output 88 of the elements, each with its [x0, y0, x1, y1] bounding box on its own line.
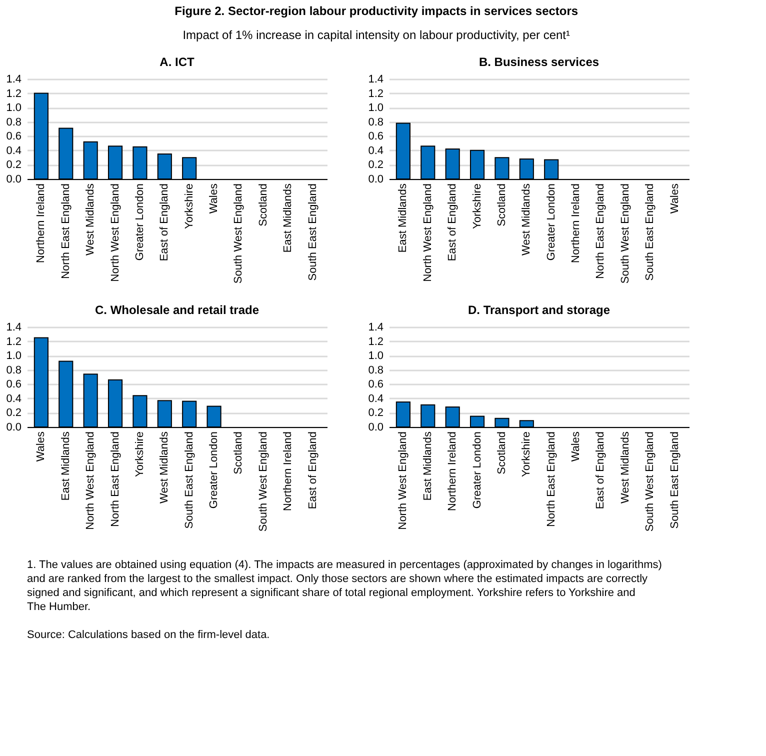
- x-tick-label: Greater London: [471, 432, 484, 509]
- y-tick-label: 0.6: [368, 130, 384, 143]
- y-tick-label: 0.8: [6, 116, 22, 128]
- x-tick-label: Northern Ireland: [446, 432, 459, 511]
- chart-title: D. Transport and storage: [468, 303, 610, 317]
- x-tick-label: Greater London: [134, 184, 146, 261]
- x-tick-label: North East England: [60, 184, 72, 279]
- x-tick-label: South East England: [183, 432, 196, 529]
- x-tick-label: North East England: [594, 184, 607, 279]
- y-tick-label: 1.0: [6, 350, 22, 362]
- x-tick-label: East of England: [306, 432, 319, 510]
- x-tick-label: Wales: [570, 431, 582, 462]
- x-tick-label: Scotland: [257, 184, 270, 226]
- y-tick-label: 0.2: [368, 159, 384, 172]
- x-tick-label: East of England: [446, 184, 459, 262]
- y-tick-label: 1.4: [368, 322, 384, 334]
- x-tick-label: Scotland: [496, 184, 508, 226]
- x-tick-label: Wales: [35, 431, 48, 462]
- x-tick-label: North East England: [109, 432, 122, 527]
- x-tick-label: East Midlands: [282, 183, 294, 253]
- x-tick-label: South West England: [644, 432, 656, 532]
- y-tick-label: 0.4: [6, 392, 22, 405]
- text: Impact of 1% increase in capital intensity on labour productivity, per cent¹: [182, 28, 570, 42]
- x-tick-label: South East England: [644, 184, 656, 281]
- x-tick-label: West Midlands: [520, 183, 533, 256]
- x-tick-label: Wales: [208, 183, 220, 214]
- source-note: Source: Calculations based on the firm-level data.: [27, 629, 270, 641]
- x-tick-label: Yorkshire: [471, 184, 484, 229]
- x-tick-label: West Midlands: [158, 431, 171, 504]
- x-tick-label: Northern Ireland: [35, 184, 48, 263]
- x-tick-label: North West England: [397, 432, 410, 530]
- y-tick-label: 1.4: [6, 322, 22, 334]
- x-tick-label: Scotland: [232, 432, 245, 474]
- x-tick-label: Yorkshire: [520, 432, 533, 477]
- chart-title: A. ICT: [160, 55, 195, 69]
- y-tick-label: 1.0: [368, 350, 384, 362]
- x-tick-label: South West England: [257, 432, 270, 532]
- y-tick-label: 1.4: [6, 74, 22, 86]
- y-tick-label: 0.8: [6, 364, 22, 376]
- x-tick-label: South East England: [668, 432, 681, 529]
- x-tick-label: Greater London: [208, 432, 220, 509]
- chart-title: C. Wholesale and retail trade: [94, 303, 260, 317]
- x-tick-label: Scotland: [496, 432, 508, 474]
- x-tick-label: North East England: [545, 432, 558, 527]
- y-tick-label: 1.2: [6, 88, 22, 100]
- y-tick-label: 0.2: [6, 159, 22, 172]
- y-tick-label: 0.4: [6, 144, 22, 157]
- y-tick-label: 1.2: [368, 88, 384, 100]
- y-tick-label: 1.4: [368, 74, 384, 86]
- y-tick-label: 0.6: [368, 378, 384, 391]
- chart-title: B. Business services: [478, 55, 600, 69]
- x-tick-label: East Midlands: [60, 431, 72, 501]
- y-tick-label: 1.0: [368, 102, 384, 114]
- y-tick-label: 0.8: [368, 364, 384, 376]
- y-tick-label: 0.0: [368, 174, 384, 186]
- x-tick-label: Northern Ireland: [282, 432, 294, 511]
- y-tick-label: 0.2: [368, 407, 384, 420]
- x-tick-label: East of England: [158, 184, 171, 262]
- x-tick-label: South West England: [619, 184, 632, 284]
- y-tick-label: 0.4: [368, 144, 384, 157]
- y-tick-label: 0.6: [6, 378, 22, 391]
- x-tick-label: South East England: [306, 184, 319, 281]
- x-tick-label: Greater London: [545, 184, 558, 261]
- x-tick-label: West Midlands: [619, 431, 632, 504]
- x-tick-label: East of England: [594, 432, 607, 510]
- y-tick-label: 1.2: [368, 336, 384, 348]
- x-tick-label: Yorkshire: [183, 184, 196, 229]
- y-tick-label: 0.4: [368, 392, 384, 405]
- y-tick-label: 0.2: [6, 407, 22, 420]
- y-tick-label: 1.2: [6, 336, 22, 348]
- x-tick-label: South West England: [232, 184, 245, 284]
- y-tick-label: 0.0: [6, 174, 22, 186]
- x-tick-label: North West England: [109, 184, 122, 282]
- y-tick-label: 1.0: [6, 102, 22, 114]
- x-tick-label: Northern Ireland: [570, 184, 582, 263]
- x-tick-label: East Midlands: [422, 431, 434, 501]
- x-tick-label: North West England: [84, 432, 97, 530]
- y-tick-label: 0.0: [6, 422, 22, 434]
- x-tick-label: North West England: [422, 184, 434, 282]
- x-tick-label: Wales: [668, 183, 681, 214]
- x-tick-label: West Midlands: [84, 183, 97, 256]
- y-tick-label: 0.0: [368, 422, 384, 434]
- text: 1. The values are obtained using equation (4). The impacts are measured in percentages (approximated by changes in logarithms) and are ranked from the largest to the smallest impact. Only those sectors are shown where the estimated impacts are correctly signed and significant, and which represent a significant share of total regional employment. Yorkshire refers to Yorkshire and The Humber.: [27, 559, 662, 613]
- x-tick-label: Yorkshire: [134, 432, 146, 477]
- x-tick-label: East Midlands: [397, 183, 410, 253]
- y-tick-label: 0.8: [368, 116, 384, 128]
- text: Figure 2. Sector-region labour productivity impacts in services sectors: [174, 4, 578, 18]
- y-tick-label: 0.6: [6, 130, 22, 143]
